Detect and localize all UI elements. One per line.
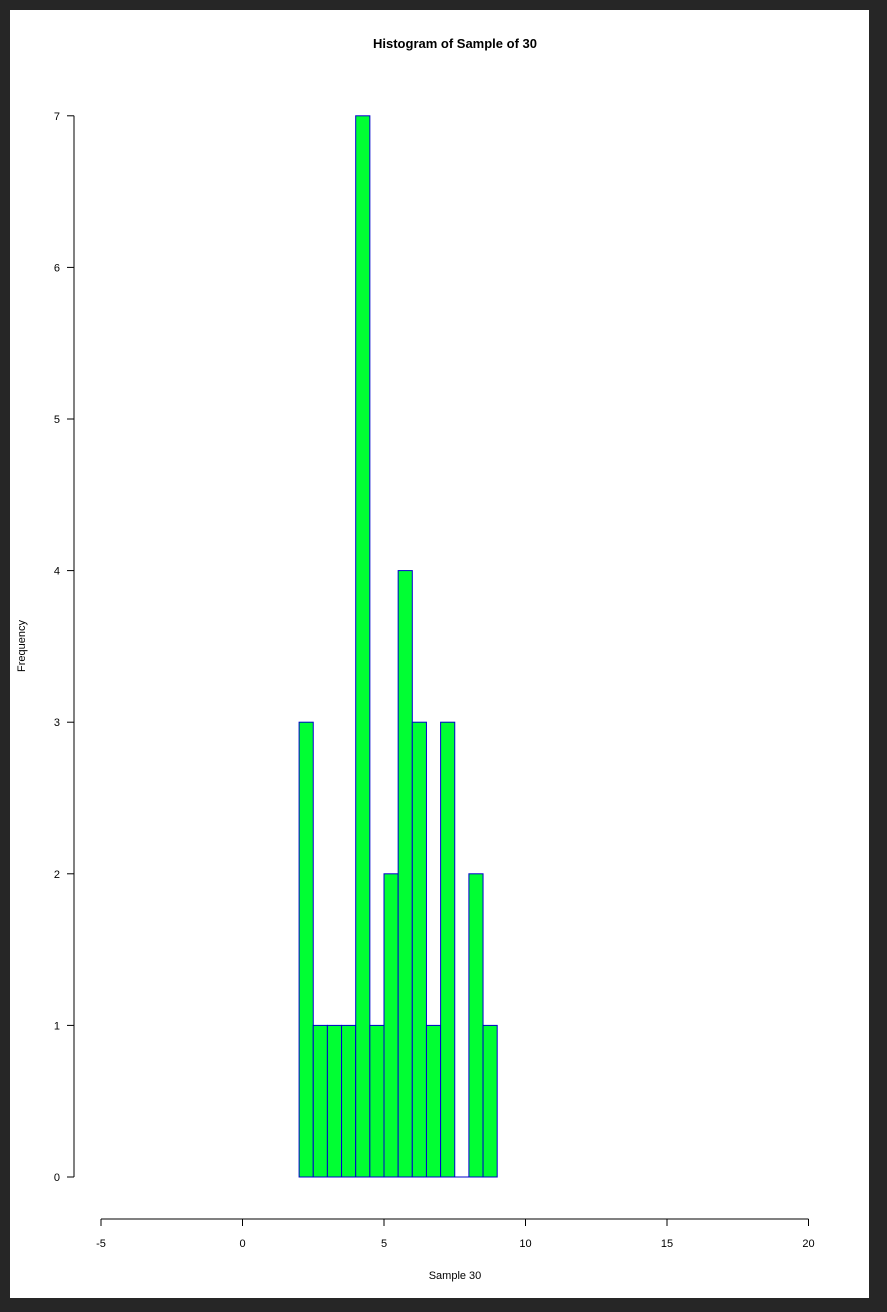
- y-tick-label: 5: [54, 414, 60, 426]
- histogram-bar: [411, 721, 427, 1178]
- x-tick-label: 0: [239, 1238, 245, 1250]
- histogram-bar: [397, 570, 413, 1178]
- histogram-chart: Histogram of Sample of 30 Sample 30 Freq…: [16, 36, 815, 1282]
- histogram-bar: [298, 721, 314, 1178]
- x-axis-label: Sample 30: [429, 1270, 482, 1282]
- histogram-bar: [355, 115, 371, 1178]
- x-tick-label: -5: [96, 1238, 106, 1250]
- histogram-bar: [468, 873, 484, 1178]
- x-tick-label: 15: [661, 1238, 673, 1250]
- x-tick-label: 20: [802, 1238, 814, 1250]
- histogram-bar: [383, 873, 399, 1178]
- y-tick-label: 3: [54, 717, 60, 729]
- y-axis-label: Frequency: [16, 620, 28, 672]
- histogram-bar: [312, 1024, 328, 1178]
- y-tick-label: 6: [54, 262, 60, 274]
- y-tick-label: 0: [54, 1172, 60, 1184]
- chart-title: Histogram of Sample of 30: [373, 36, 537, 51]
- histogram-bar: [369, 1024, 385, 1178]
- histogram-bar: [425, 1024, 442, 1178]
- y-tick-label: 1: [54, 1020, 60, 1032]
- y-tick-label: 4: [54, 566, 60, 578]
- x-tick-label: 5: [381, 1238, 387, 1250]
- histogram-bar: [341, 1024, 357, 1178]
- histogram-bar: [440, 721, 456, 1178]
- chart-frame: Histogram of Sample of 30 Sample 30 Freq…: [10, 10, 869, 1298]
- y-tick-label: 7: [54, 111, 60, 123]
- y-axis: 0 1 2 3 4 5 6 7: [54, 111, 75, 1184]
- bars-group: [298, 115, 498, 1178]
- x-axis: -5 0 5 10 15 20: [96, 1218, 815, 1250]
- x-tick-label: 10: [519, 1238, 531, 1250]
- histogram-bar: [482, 1024, 498, 1178]
- y-tick-label: 2: [54, 869, 60, 881]
- histogram-bar: [326, 1024, 343, 1178]
